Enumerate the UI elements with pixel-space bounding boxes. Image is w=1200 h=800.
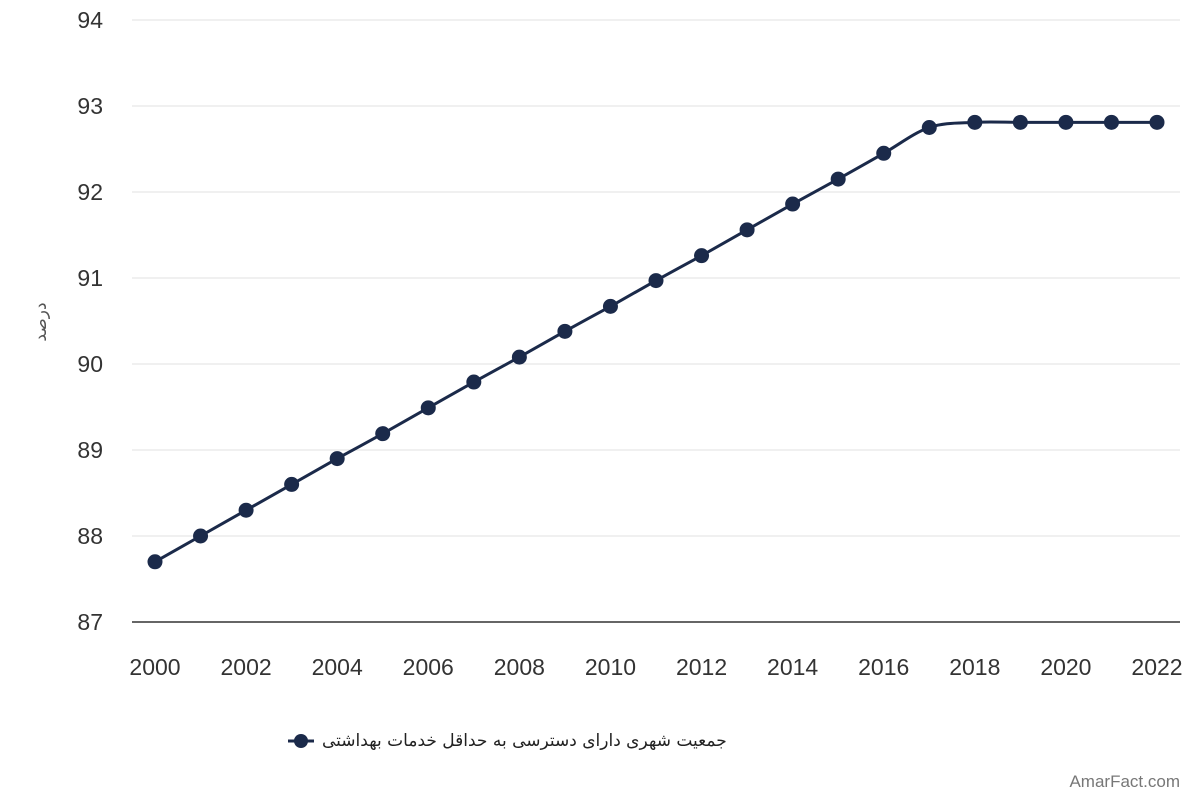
x-tick-label: 2014 <box>767 654 818 680</box>
y-tick-label: 91 <box>77 265 103 291</box>
x-tick-label: 2018 <box>949 654 1000 680</box>
x-tick-label: 2012 <box>676 654 727 680</box>
data-point[interactable] <box>1058 114 1074 130</box>
data-point[interactable] <box>830 171 846 187</box>
data-point[interactable] <box>602 298 618 314</box>
data-point[interactable] <box>694 248 710 264</box>
x-tick-label: 2000 <box>129 654 180 680</box>
data-point[interactable] <box>420 400 436 416</box>
legend-label: جمعیت شهری دارای دسترسی به حداقل خدمات ب… <box>322 731 727 751</box>
x-tick-label: 2020 <box>1040 654 1091 680</box>
data-point[interactable] <box>1149 114 1165 130</box>
grid-lines <box>132 19 1180 537</box>
y-tick-label: 93 <box>77 93 103 119</box>
data-point[interactable] <box>284 476 300 492</box>
x-tick-label: 2010 <box>585 654 636 680</box>
y-tick-label: 92 <box>77 179 103 205</box>
data-point[interactable] <box>785 196 801 212</box>
data-point[interactable] <box>466 374 482 390</box>
data-point[interactable] <box>921 120 937 135</box>
data-point[interactable] <box>147 554 163 570</box>
legend[interactable]: جمعیت شهری دارای دسترسی به حداقل خدمات ب… <box>286 726 727 756</box>
data-point[interactable] <box>329 451 345 467</box>
axes: 87 88 89 90 91 92 93 94 2000 2002 2004 2006 2008 2010… <box>77 7 1182 680</box>
y-tick-label: 90 <box>77 351 103 377</box>
y-axis-title: درصد <box>31 302 51 341</box>
legend-marker-icon <box>288 734 314 748</box>
data-point[interactable] <box>1103 114 1119 130</box>
x-tick-label: 2022 <box>1131 654 1182 680</box>
y-tick-label: 88 <box>77 523 103 549</box>
x-tick-label: 2016 <box>858 654 909 680</box>
y-tick-label: 89 <box>77 437 103 463</box>
data-point[interactable] <box>375 426 391 442</box>
source-credit: AmarFact.com <box>1069 772 1180 791</box>
data-point[interactable] <box>1012 114 1028 130</box>
x-tick-label: 2006 <box>403 654 454 680</box>
data-point[interactable] <box>648 273 664 289</box>
x-tick-label: 2008 <box>494 654 545 680</box>
series-line <box>154 120 1157 564</box>
data-point[interactable] <box>238 502 254 518</box>
data-point[interactable] <box>739 222 755 238</box>
data-point[interactable] <box>511 349 527 365</box>
y-tick-label: 87 <box>77 609 103 635</box>
x-tick-label: 2002 <box>221 654 272 680</box>
data-point[interactable] <box>876 145 892 161</box>
x-tick-label: 2004 <box>312 654 363 680</box>
data-point[interactable] <box>967 114 983 130</box>
data-point[interactable] <box>193 528 209 544</box>
series-layer <box>147 114 1165 570</box>
y-tick-label: 94 <box>77 7 103 33</box>
data-point[interactable] <box>557 323 573 339</box>
